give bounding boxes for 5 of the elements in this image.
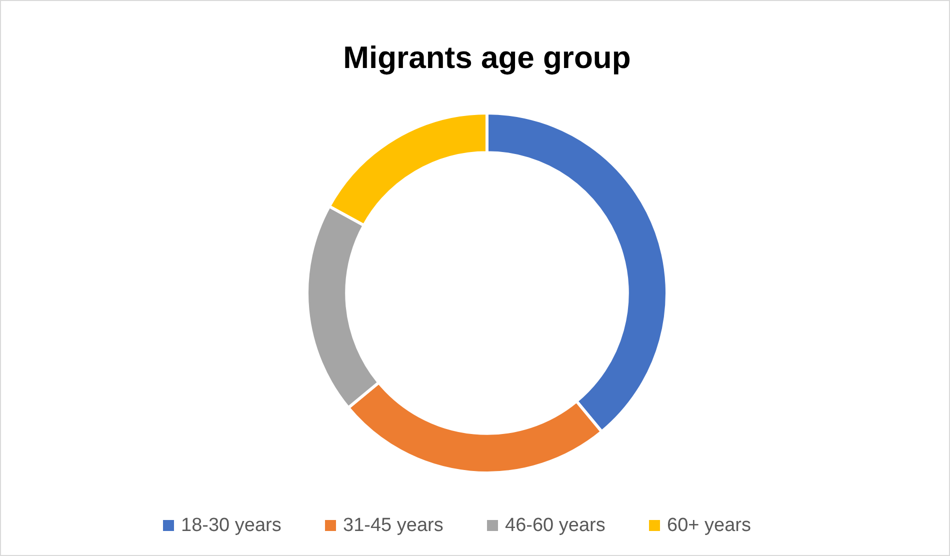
legend-label: 31-45 years xyxy=(343,515,444,536)
legend-label: 18-30 years xyxy=(181,515,282,536)
legend-label: 60+ years xyxy=(667,515,751,536)
legend-label: 46-60 years xyxy=(505,515,606,536)
chart-title: Migrants age group xyxy=(343,40,631,75)
